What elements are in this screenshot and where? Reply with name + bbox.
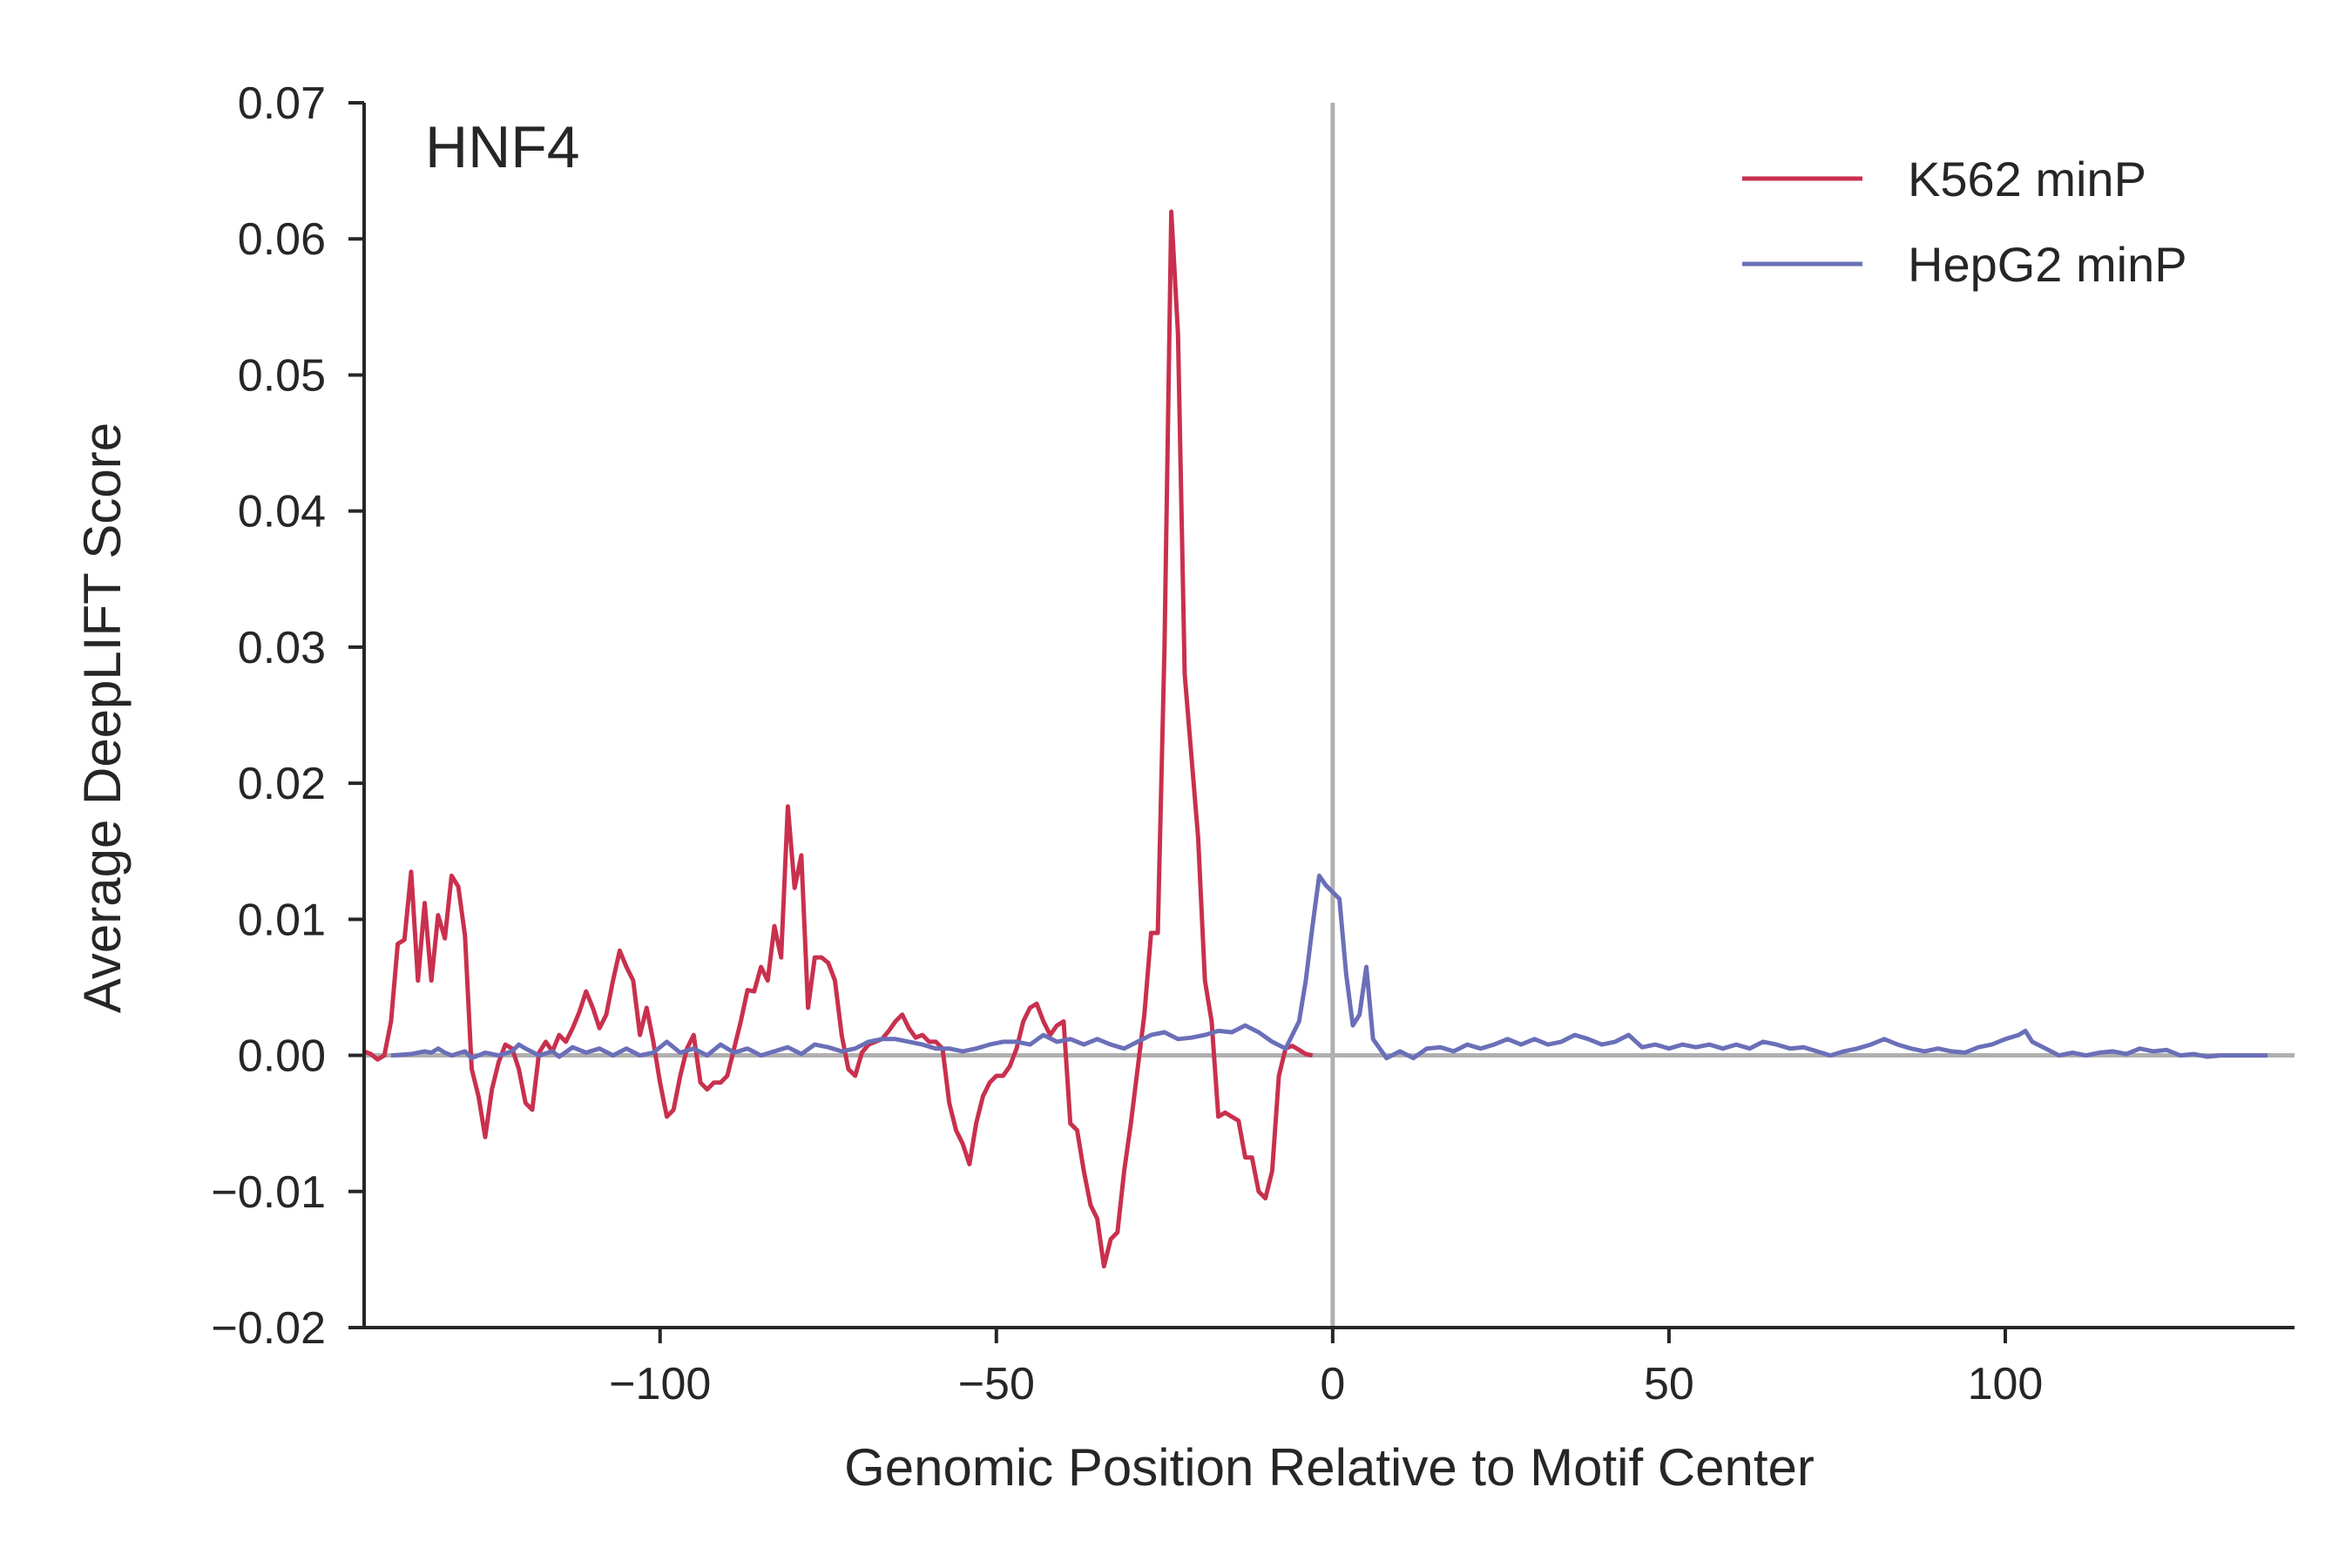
chart-title: HNF4 bbox=[425, 114, 580, 180]
series-layer bbox=[363, 209, 2268, 1269]
legend-label: HepG2 minP bbox=[1908, 237, 2187, 292]
y-tick-label: 0.03 bbox=[238, 623, 326, 673]
y-tick-label: 0.02 bbox=[238, 759, 326, 809]
y-tick-label: 0.07 bbox=[238, 78, 326, 129]
y-tick-label: 0.04 bbox=[238, 487, 326, 537]
y-axis-title: Average DeepLIFT Score bbox=[73, 422, 132, 1013]
series-line-hepg2-minp bbox=[390, 873, 2268, 1061]
y-tick-label: 0.00 bbox=[238, 1031, 326, 1082]
x-axis-title: Genomic Position Relative to Motif Cente… bbox=[844, 1438, 1815, 1497]
x-tick-label: 50 bbox=[1644, 1359, 1694, 1409]
series-line-k562-minp bbox=[363, 209, 1314, 1269]
y-axis-ticks: −0.02 −0.01 0.00 0.01 0.02 0.03 0.04 0.05 0.06 0.… bbox=[211, 78, 364, 1354]
axes bbox=[362, 103, 2295, 1329]
x-tick-label: −100 bbox=[609, 1359, 711, 1409]
legend: K562 minP HepG2 minP bbox=[1742, 152, 2187, 292]
x-tick-label: −50 bbox=[958, 1359, 1035, 1409]
x-tick-label: 0 bbox=[1320, 1359, 1345, 1409]
legend-label: K562 minP bbox=[1908, 152, 2146, 206]
x-axis-ticks: −100 −50 0 50 100 bbox=[609, 1328, 2043, 1409]
y-tick-label: 0.01 bbox=[238, 895, 326, 945]
y-tick-label: −0.01 bbox=[211, 1167, 326, 1218]
x-tick-label: 100 bbox=[1968, 1359, 2044, 1409]
y-tick-label: 0.05 bbox=[238, 350, 326, 401]
y-tick-label: 0.06 bbox=[238, 214, 326, 265]
y-tick-label: −0.02 bbox=[211, 1303, 326, 1354]
